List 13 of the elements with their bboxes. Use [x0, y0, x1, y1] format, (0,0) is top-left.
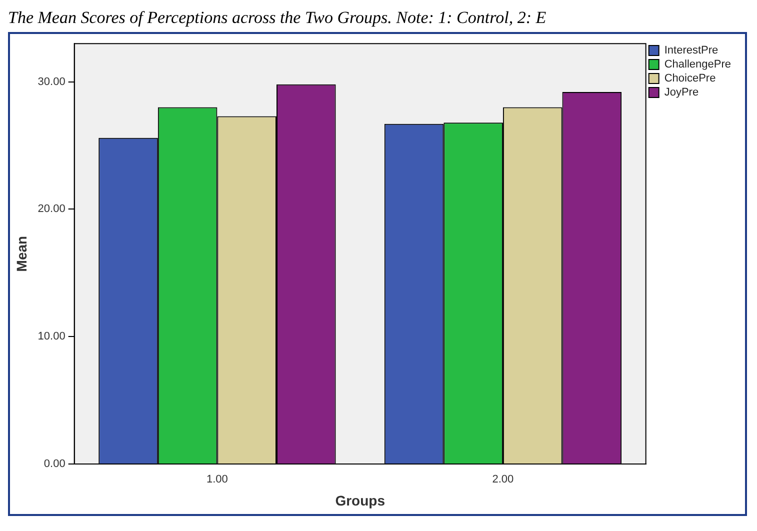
y-tick-label: 20.00 [38, 203, 66, 216]
x-tick-label: 2.00 [492, 474, 514, 486]
x-tick-label: 1.00 [206, 474, 228, 486]
y-tick-label: 10.00 [38, 330, 66, 343]
legend-label: ChallengePre [664, 58, 731, 71]
chart-title: The Mean Scores of Perceptions across the Two Groups. Note: 1: Control, 2: E [8, 8, 548, 28]
y-tick-label: 30.00 [38, 76, 66, 88]
y-axis-title: Mean [13, 236, 30, 272]
y-tick-label: 0.00 [44, 458, 66, 470]
legend-label: ChoicePre [664, 72, 716, 85]
legend-label: JoyPre [664, 86, 699, 99]
x-axis-title: Groups [335, 492, 386, 508]
legend-label: InterestPre [664, 44, 718, 57]
